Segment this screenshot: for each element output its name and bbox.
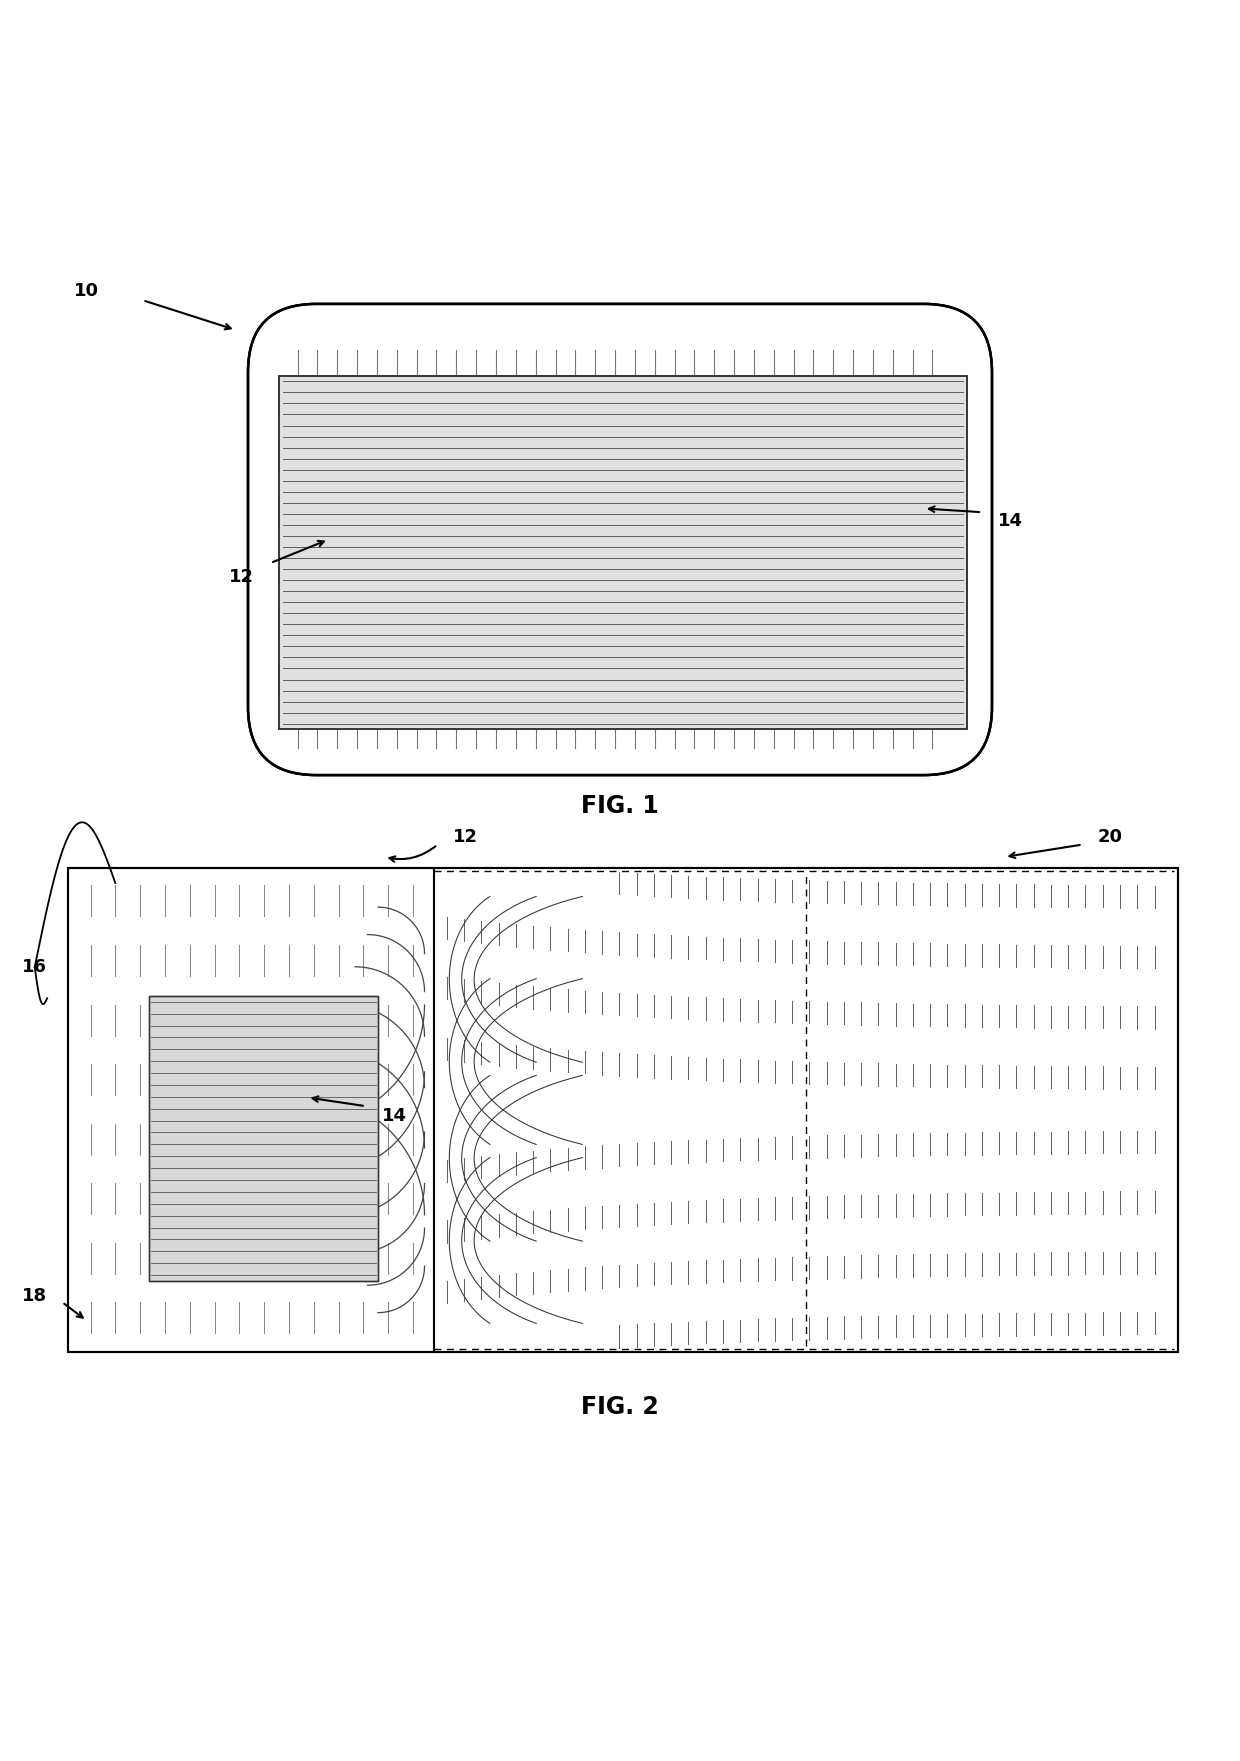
FancyBboxPatch shape [248,305,992,775]
Bar [68,868,1178,1352]
Text: FIG. 1: FIG. 1 [582,794,658,819]
Bar [279,375,967,729]
Text: 14: 14 [382,1108,407,1125]
Bar [279,375,967,729]
Text: 18: 18 [22,1287,47,1305]
Bar [149,995,378,1280]
Bar [149,995,378,1280]
Bar [68,868,1178,1352]
Text: 16: 16 [22,958,47,976]
Text: 20: 20 [1097,828,1122,845]
Text: FIG. 2: FIG. 2 [582,1395,658,1419]
Text: 10: 10 [74,282,99,301]
Text: 12: 12 [453,828,477,845]
Text: 12: 12 [229,567,254,586]
Text: 14: 14 [998,512,1023,530]
